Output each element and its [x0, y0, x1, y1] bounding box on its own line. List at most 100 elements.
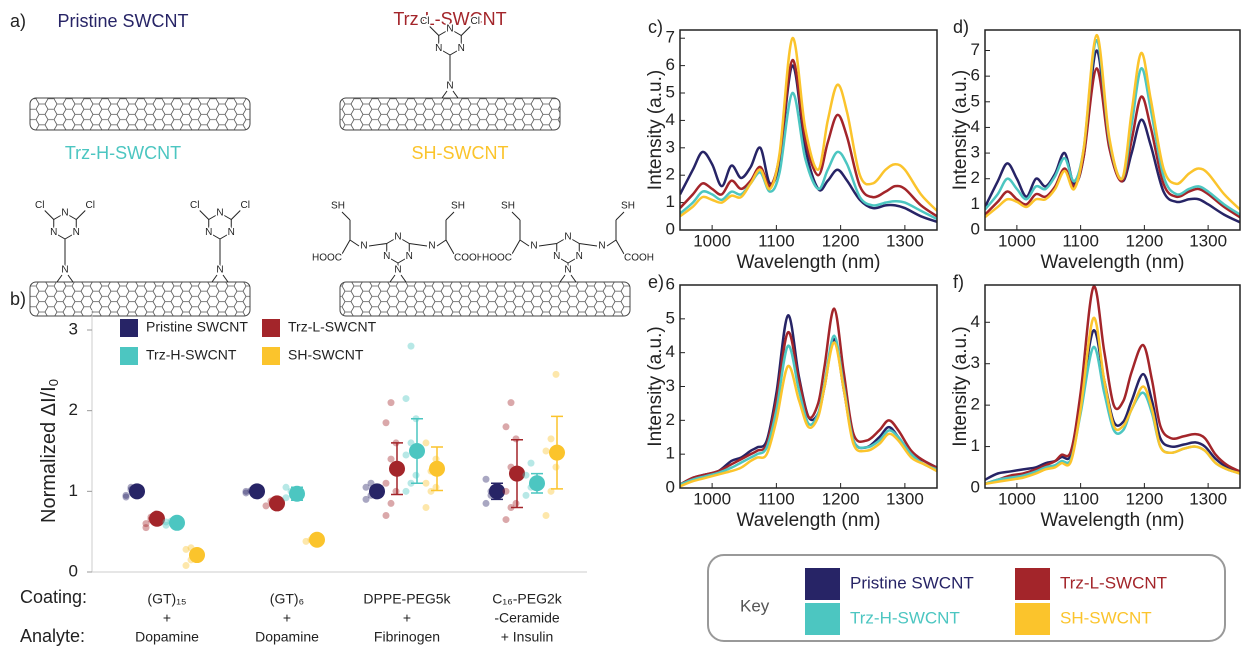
- bond: [429, 26, 440, 36]
- key-title: Key: [740, 596, 770, 615]
- atom-label: SH: [501, 201, 515, 212]
- y-tick-label: 3: [666, 137, 675, 156]
- bond: [219, 212, 232, 220]
- bond: [559, 274, 566, 283]
- mean-marker: [389, 460, 405, 477]
- mean-marker: [269, 495, 285, 512]
- data-point: [502, 516, 510, 524]
- bond: [67, 274, 74, 283]
- y-tick-label: 4: [971, 117, 980, 136]
- data-point: [547, 435, 555, 443]
- row-label: Analyte:: [20, 626, 85, 646]
- atom-label: N: [553, 251, 560, 262]
- atom-label: N: [530, 241, 537, 252]
- data-point: [387, 455, 395, 463]
- y-tick-label: 1: [666, 192, 675, 211]
- y-tick-label: 5: [666, 308, 675, 327]
- data-point: [407, 342, 415, 350]
- spectrum-line: [680, 91, 937, 221]
- y-tick-label: 5: [666, 82, 675, 101]
- legend-swatch: [262, 347, 280, 365]
- y-axis-label: Intensity (a.u.): [950, 326, 971, 446]
- bond: [438, 28, 451, 36]
- y-tick-label: 0: [666, 219, 675, 238]
- data-point: [552, 370, 560, 378]
- x-axis-label: Wavelength (nm): [1041, 510, 1185, 531]
- x-tick-label: 1000: [693, 489, 731, 508]
- y-tick-label: 0: [971, 219, 980, 238]
- spectrum-line: [985, 67, 1240, 219]
- data-point: [142, 524, 150, 532]
- x-tick-label: Dopamine: [135, 629, 199, 645]
- bond: [219, 232, 232, 240]
- bond: [436, 239, 447, 247]
- bond: [386, 236, 399, 244]
- data-point: [422, 503, 430, 511]
- y-tick-label: 0: [666, 477, 675, 496]
- atom-label: N: [598, 241, 605, 252]
- data-point: [542, 512, 550, 520]
- mean-marker: [529, 475, 545, 492]
- y-tick-label: 3: [971, 143, 980, 162]
- nanotube: [339, 281, 631, 317]
- atom-label: N: [360, 241, 367, 252]
- data-point: [432, 483, 440, 491]
- legend-label: Trz-H-SWCNT: [146, 347, 237, 363]
- bond: [538, 243, 557, 247]
- data-point: [122, 493, 130, 501]
- structure-name: Pristine SWCNT: [57, 11, 188, 31]
- data-point: [507, 399, 515, 407]
- structure-name: Trz-H-SWCNT: [65, 143, 181, 163]
- legend-swatch: [262, 319, 280, 337]
- plot-frame: [679, 29, 938, 231]
- atom-label: N: [216, 265, 223, 276]
- data-point: [522, 471, 530, 479]
- panel-label: e): [648, 272, 664, 292]
- data-point: [542, 447, 550, 455]
- atom-label: N: [406, 251, 413, 262]
- panel-label: b): [10, 289, 26, 309]
- bond: [511, 239, 521, 255]
- mean-marker: [169, 514, 185, 531]
- mean-marker: [369, 483, 385, 500]
- y-tick-label: 7: [666, 28, 675, 47]
- bond: [397, 256, 410, 264]
- atom-label: N: [61, 208, 68, 219]
- data-point: [512, 499, 520, 507]
- x-tick-label: 1300: [1189, 489, 1227, 508]
- bond: [208, 212, 221, 220]
- mean-marker: [249, 483, 265, 500]
- mean-marker: [509, 465, 525, 482]
- x-tick-label: (GT)₁₅: [147, 591, 186, 607]
- bond: [460, 26, 471, 36]
- nanotube: [339, 97, 561, 131]
- x-axis-label: Wavelength (nm): [1041, 252, 1185, 273]
- x-tick-label: C₁₆-PEG2k: [492, 591, 562, 607]
- data-point: [482, 499, 490, 507]
- spectrum-line: [680, 58, 937, 218]
- atom-label: Cl: [420, 16, 429, 27]
- atom-label: COOH: [454, 253, 484, 264]
- bond: [400, 274, 407, 283]
- x-tick-label: DPPE-PEG5k: [363, 591, 451, 607]
- bond: [511, 211, 521, 221]
- spectrum-line: [985, 39, 1240, 216]
- bond: [53, 232, 66, 240]
- nanotube: [29, 97, 251, 131]
- y-tick-label: 1: [971, 194, 980, 213]
- key-swatch: [805, 568, 840, 600]
- data-point: [427, 487, 435, 495]
- atom-label: N: [73, 227, 80, 238]
- panel-label: d): [953, 17, 969, 37]
- atom-label: N: [394, 232, 401, 243]
- bond: [579, 243, 598, 247]
- y-axis-label-subscript: 0: [46, 379, 61, 386]
- y-tick-label: 4: [666, 110, 675, 129]
- spectrum-line: [680, 334, 937, 486]
- y-tick-label: 4: [971, 312, 980, 331]
- y-tick-label: 3: [69, 319, 78, 338]
- x-tick-label: 1100: [1062, 489, 1099, 508]
- plot-frame: [984, 29, 1241, 231]
- x-tick-label: -Ceramide: [494, 610, 560, 626]
